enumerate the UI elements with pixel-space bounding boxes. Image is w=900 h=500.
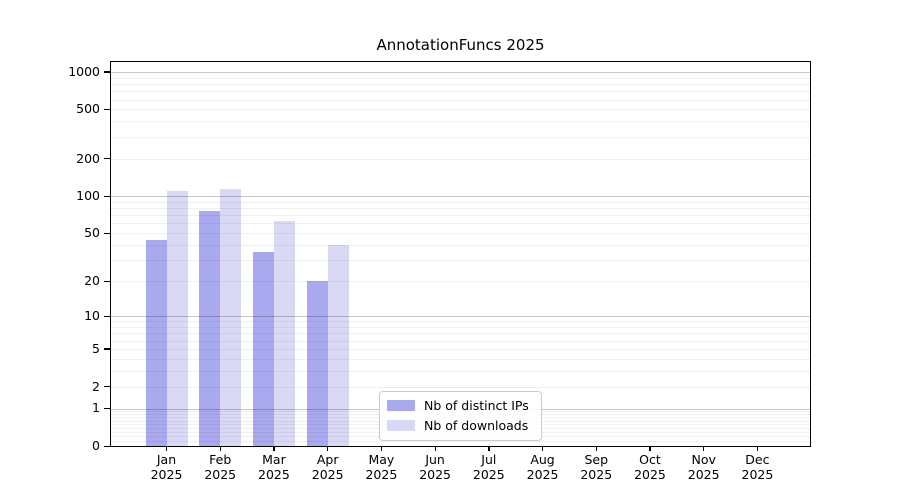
x-tick-label-apr: Apr 2025 <box>311 452 344 482</box>
bar-ips-mar <box>252 251 274 446</box>
x-tick-label-dec: Dec 2025 <box>741 452 774 482</box>
gridline-minor <box>111 136 810 138</box>
y-tick-label: 1000 <box>68 63 100 79</box>
bar-downloads-apr <box>327 244 349 446</box>
x-tick-label-jan: Jan 2025 <box>150 452 183 482</box>
gridline-major <box>111 196 810 198</box>
x-tick-mark <box>166 447 168 451</box>
x-tick-mark <box>434 447 436 451</box>
x-tick-label-aug: Aug 2025 <box>526 452 559 482</box>
y-tick-mark <box>104 232 110 234</box>
bar-ips-feb <box>199 210 221 446</box>
y-tick-label: 500 <box>76 101 100 117</box>
y-tick-mark <box>104 71 110 73</box>
bar-downloads-jan <box>166 190 188 446</box>
y-tick-label: 20 <box>84 273 100 289</box>
gridline-minor <box>111 91 810 93</box>
bar-ips-apr <box>306 281 328 446</box>
x-tick-mark <box>703 447 705 451</box>
legend-item-distinct-ips: Nb of distinct IPs <box>387 398 533 413</box>
x-tick-mark <box>649 447 651 451</box>
y-tick-mark <box>104 386 110 388</box>
gridline-minor <box>111 109 810 111</box>
y-tick-mark <box>104 445 110 447</box>
y-tick-mark <box>104 158 110 160</box>
x-tick-label-feb: Feb 2025 <box>204 452 237 482</box>
y-tick-label: 10 <box>84 308 100 324</box>
x-tick-mark <box>219 447 221 451</box>
gridline-minor <box>111 83 810 85</box>
bar-ips-jan <box>145 239 167 446</box>
gridline-minor <box>111 201 810 203</box>
x-tick-mark <box>327 447 329 451</box>
y-tick-mark <box>104 315 110 317</box>
bar-downloads-feb <box>220 188 242 446</box>
x-tick-label-may: May 2025 <box>365 452 398 482</box>
y-tick-label: 200 <box>76 150 100 166</box>
plot-area: Nb of distinct IPs Nb of downloads <box>110 61 811 447</box>
gridline-major <box>111 71 810 73</box>
chart-title: AnnotationFuncs 2025 <box>376 36 545 54</box>
x-tick-mark <box>380 447 383 451</box>
legend-swatch-ips <box>387 400 415 411</box>
y-tick-label: 1 <box>92 400 100 416</box>
bar-downloads-mar <box>273 220 295 446</box>
x-tick-label-oct: Oct 2025 <box>634 452 666 482</box>
legend-label: Nb of distinct IPs <box>424 398 529 413</box>
y-tick-label: 50 <box>84 225 100 241</box>
x-tick-label-jun: Jun 2025 <box>419 452 451 482</box>
x-tick-label-jul: Jul 2025 <box>472 452 505 482</box>
y-tick-label: 5 <box>92 340 100 356</box>
gridline-minor <box>111 208 810 209</box>
y-tick-mark <box>104 280 110 282</box>
y-tick-mark <box>104 195 110 197</box>
gridline-minor <box>111 121 810 123</box>
gridline-minor <box>111 158 810 160</box>
y-tick-label: 2 <box>92 378 100 394</box>
legend: Nb of distinct IPs Nb of downloads <box>379 391 542 441</box>
gridline-minor <box>111 99 810 101</box>
legend-label: Nb of downloads <box>424 418 529 433</box>
gridline-minor <box>111 77 810 79</box>
legend-swatch-downloads <box>387 420 415 431</box>
y-tick-mark <box>104 407 110 410</box>
legend-item-downloads: Nb of downloads <box>387 418 533 433</box>
x-tick-mark <box>595 447 597 451</box>
x-tick-label-nov: Nov 2025 <box>687 452 720 482</box>
x-tick-label-sep: Sep 2025 <box>580 452 613 482</box>
y-tick-mark <box>104 108 110 111</box>
x-tick-mark <box>273 447 275 451</box>
y-tick-mark <box>104 348 110 350</box>
x-tick-mark <box>542 447 544 451</box>
y-tick-label: 0 <box>92 438 100 453</box>
x-tick-label-mar: Mar 2025 <box>258 452 290 482</box>
x-tick-mark <box>756 447 759 451</box>
y-tick-label: 100 <box>76 188 100 204</box>
x-tick-mark <box>488 447 490 451</box>
